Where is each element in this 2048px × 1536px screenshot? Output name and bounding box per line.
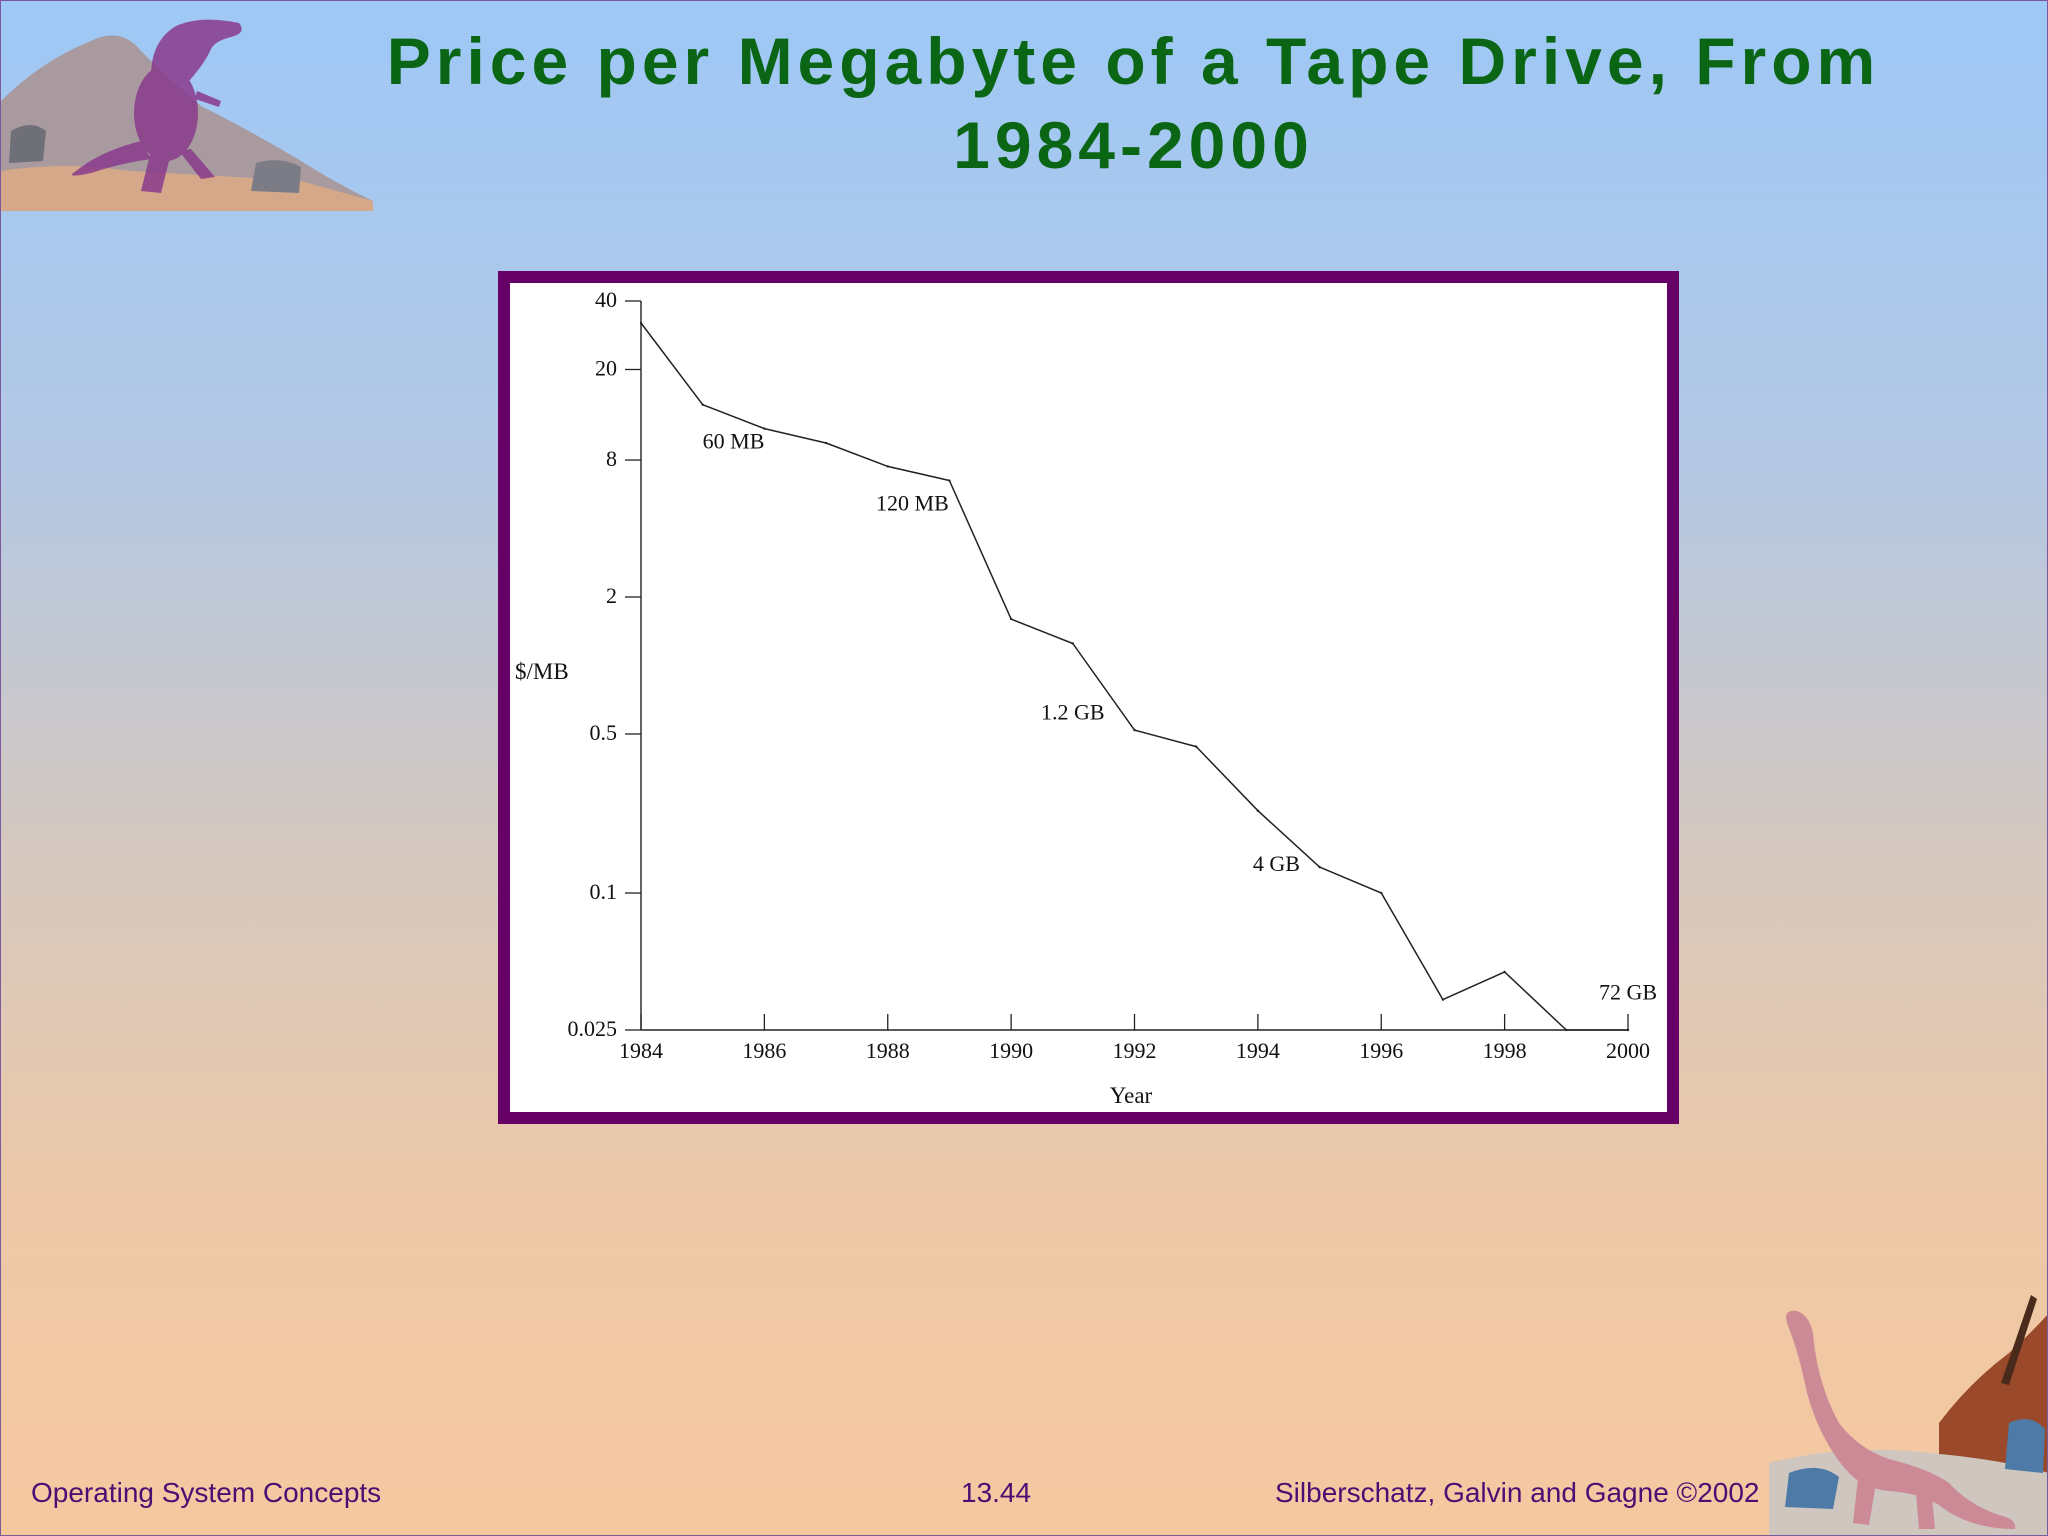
x-tick-label: 1996 bbox=[1359, 1038, 1403, 1063]
data-point bbox=[1441, 998, 1445, 1001]
x-tick-label: 1990 bbox=[989, 1038, 1033, 1063]
y-tick-label: 0.1 bbox=[590, 879, 618, 904]
y-tick-label: 40 bbox=[595, 287, 617, 312]
y-tick-label: 8 bbox=[606, 446, 617, 471]
capacity-annotation: 1.2 GB bbox=[1041, 699, 1105, 724]
price-per-megabyte-chart: 1984 1986 1988 1990 1992 1994 1996 1998 20004020… bbox=[515, 287, 1657, 1108]
footer-course-title: Operating System Concepts bbox=[31, 1477, 382, 1508]
t-rex-illustration bbox=[1, 19, 373, 211]
data-point bbox=[824, 441, 828, 445]
x-tick-label: 1994 bbox=[1236, 1038, 1280, 1063]
x-tick-label: 1998 bbox=[1483, 1038, 1527, 1063]
capacity-annotation: 60 MB bbox=[703, 428, 765, 453]
data-point bbox=[1194, 745, 1198, 748]
data-layer: 60 MB 120 MB 1.2 GB 4 GB 72 GB bbox=[639, 321, 1657, 1032]
capacity-annotation: 120 MB bbox=[876, 491, 949, 516]
y-tick-label: 2 bbox=[606, 583, 617, 608]
data-point bbox=[886, 465, 889, 468]
y-axis-label: $/MB bbox=[515, 659, 569, 684]
capacity-annotation: 4 GB bbox=[1253, 851, 1300, 876]
x-tick-label: 1986 bbox=[742, 1038, 786, 1063]
data-point bbox=[948, 479, 951, 482]
y-tick-label: 0.025 bbox=[568, 1016, 618, 1041]
data-point bbox=[1380, 891, 1383, 895]
data-point bbox=[1009, 617, 1013, 621]
slide-title: Price per Megabyte of a Tape Drive, From… bbox=[386, 24, 1881, 182]
capacity-annotation: 72 GB bbox=[1599, 980, 1657, 1005]
axes: 1984 1986 1988 1990 1992 1994 1996 1998 20004020… bbox=[568, 287, 1651, 1063]
price-series-line bbox=[640, 322, 1628, 1031]
data-point bbox=[1318, 865, 1321, 869]
data-point bbox=[1626, 1028, 1630, 1032]
data-point bbox=[1503, 970, 1506, 974]
footer-copyright: Silberschatz, Galvin and Gagne ©2002 bbox=[1275, 1477, 1760, 1508]
data-point bbox=[1133, 728, 1136, 732]
footer-page-number: 13.44 bbox=[961, 1477, 1032, 1508]
data-point bbox=[701, 403, 704, 406]
x-tick-label: 1988 bbox=[866, 1038, 910, 1063]
brontosaurus-illustration bbox=[1769, 1295, 2047, 1535]
x-tick-label: 1992 bbox=[1113, 1038, 1157, 1063]
data-point bbox=[1565, 1028, 1568, 1032]
data-point bbox=[1256, 809, 1260, 812]
y-tick-label: 20 bbox=[595, 355, 617, 380]
y-tick-label: 0.5 bbox=[590, 720, 618, 745]
chart-frame: 1984 1986 1988 1990 1992 1994 1996 1998 2000 40 20… bbox=[498, 271, 1679, 1124]
x-axis-label: Year bbox=[1110, 1083, 1153, 1108]
data-point bbox=[763, 427, 766, 430]
x-tick-label: 2000 bbox=[1606, 1038, 1650, 1063]
data-point bbox=[639, 321, 643, 325]
x-tick-label: 1984 bbox=[619, 1038, 663, 1063]
data-point bbox=[1071, 642, 1075, 645]
